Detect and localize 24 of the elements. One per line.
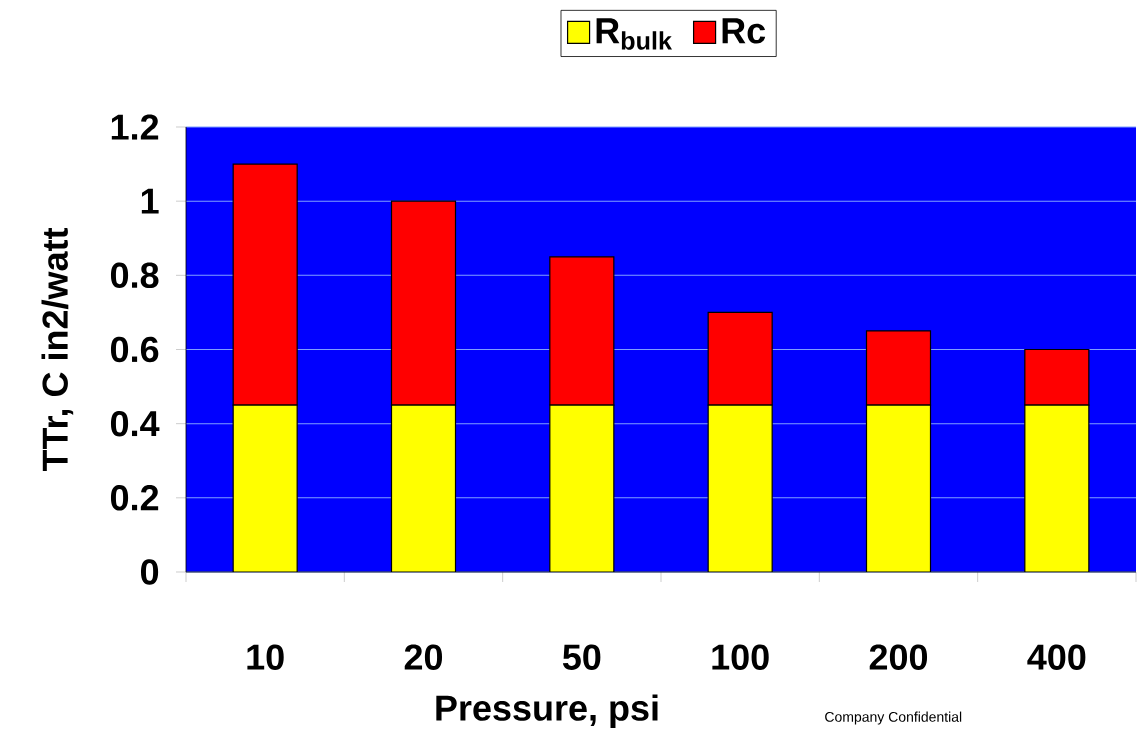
y-axis-title: TTr, C in2/watt [41, 227, 74, 472]
bar [233, 405, 298, 572]
y-tick-label: 0.6 [110, 336, 159, 363]
x-tick-label: 50 [562, 644, 601, 670]
x-axis-title: Pressure, psi [436, 694, 658, 728]
bar [866, 405, 931, 572]
legend-label: Rc [722, 18, 766, 44]
bar [391, 405, 456, 572]
bar [549, 405, 614, 572]
x-tick-label: 20 [404, 644, 443, 670]
y-tick-label: 1 [141, 188, 159, 214]
x-tick-label: 400 [1027, 644, 1086, 670]
bar [708, 405, 773, 572]
y-tick-label: 0.2 [110, 485, 159, 511]
y-tick-label: 1.2 [111, 114, 159, 140]
y-tick-label: 0.8 [110, 262, 159, 289]
y-tick-label: 0 [140, 559, 159, 585]
bar [1024, 404, 1090, 572]
y-tick-label: 0.4 [110, 410, 160, 437]
x-tick-label: 200 [869, 644, 928, 670]
legend-label: R$_{bulk}$ [596, 18, 672, 50]
x-tick-label: 100 [712, 644, 769, 670]
x-tick-label: 10 [247, 644, 284, 670]
text: Company Confidential [825, 711, 962, 725]
